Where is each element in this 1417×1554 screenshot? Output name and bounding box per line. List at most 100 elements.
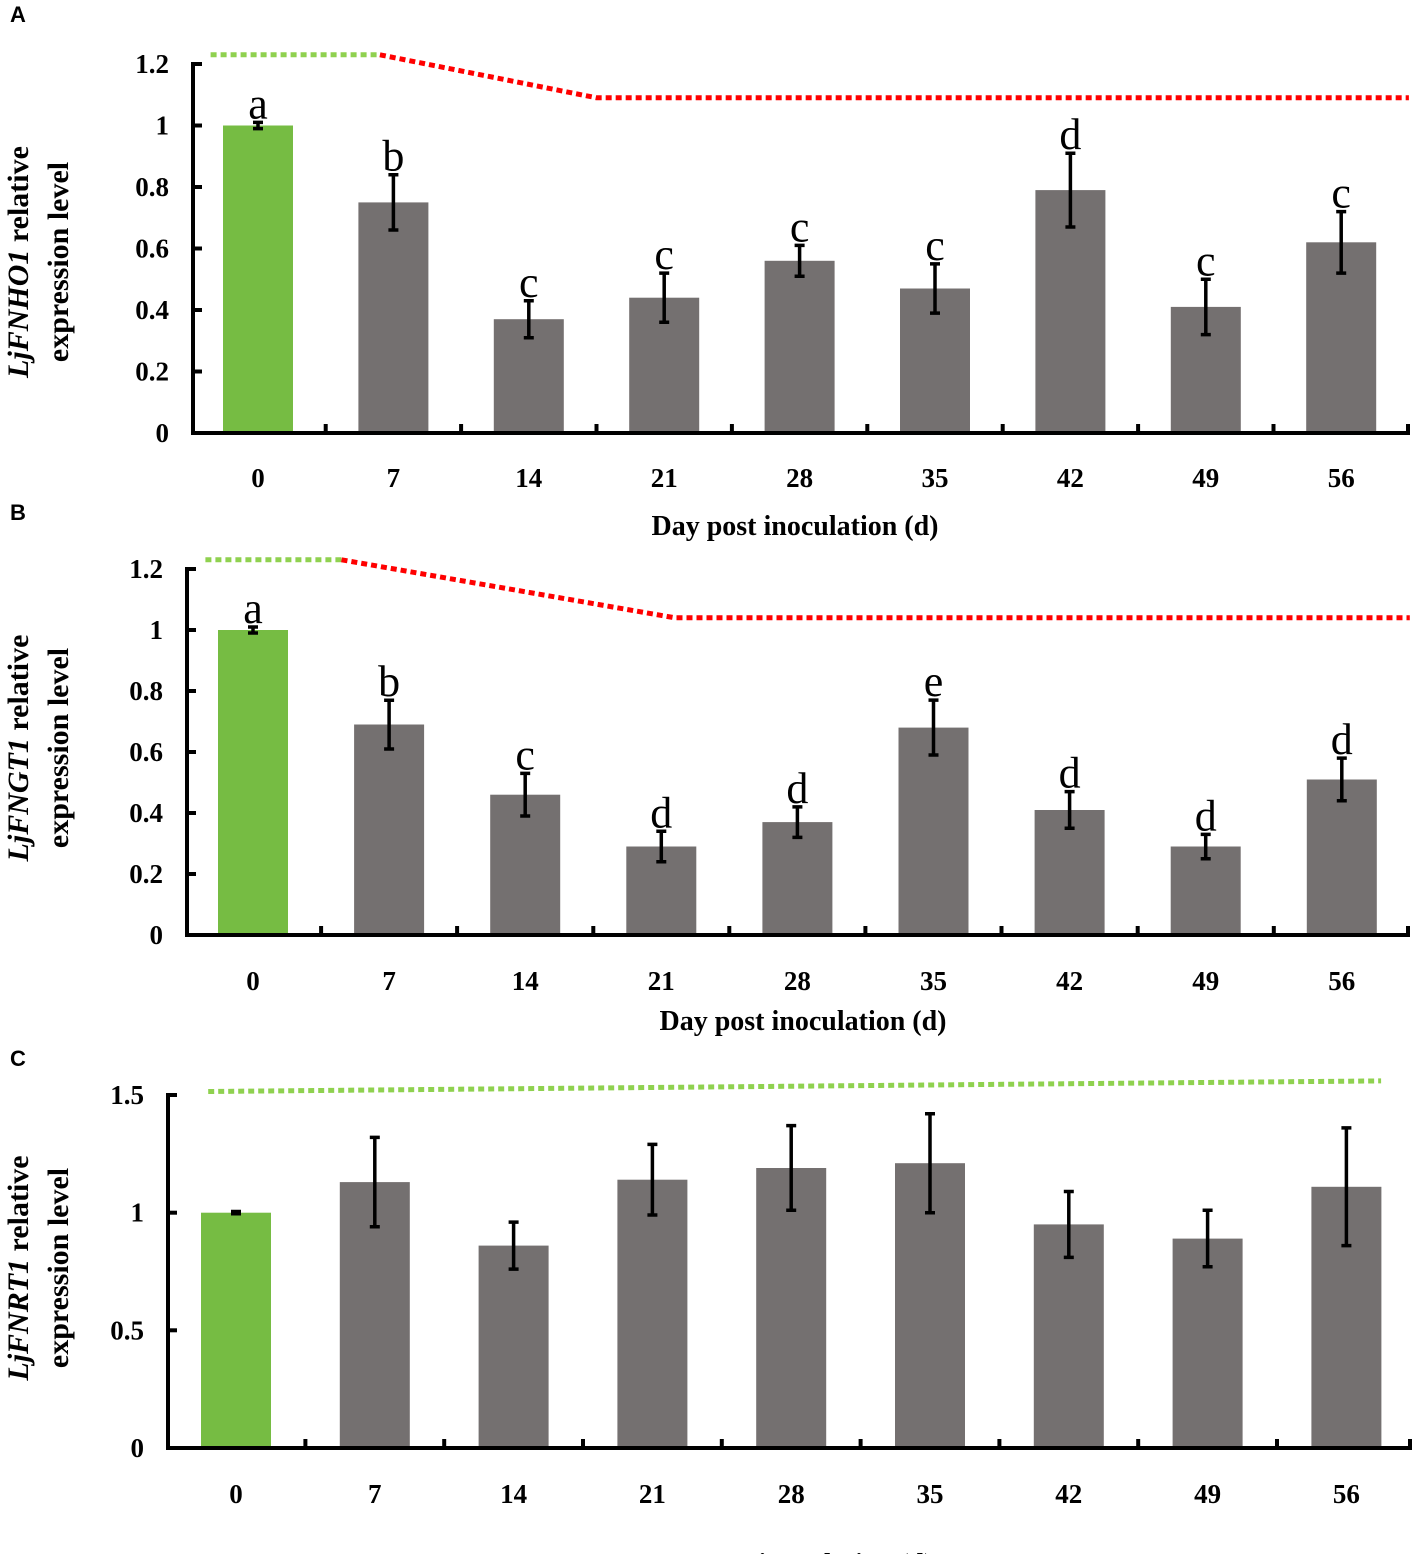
bar-b-42 — [1034, 810, 1105, 935]
bar-c-42 — [1033, 1224, 1104, 1448]
x-tick-label-c-42: 42 — [1055, 1479, 1082, 1509]
y-axis-title-line2-a: expression level — [42, 162, 75, 362]
x-tick-label-b-49: 49 — [1192, 966, 1219, 996]
x-tick-label-b-35: 35 — [920, 966, 947, 996]
bar-c-21 — [617, 1179, 688, 1448]
panel-letter-b: B — [10, 500, 26, 525]
y-tick-label-a-3: 0.6 — [135, 234, 169, 264]
significance-letter-b-0: a — [243, 584, 263, 633]
y-axis-title-line2-b: expression level — [42, 648, 75, 848]
y-axis-title-rest-a: relative — [2, 146, 35, 250]
bar-a-28 — [764, 260, 835, 433]
significance-letter-b-7: b — [378, 657, 400, 706]
bar-b-49 — [1170, 846, 1241, 935]
error-bar-a-28 — [794, 243, 805, 278]
significance-letter-a-7: b — [382, 132, 404, 181]
x-tick-label-a-0: 0 — [251, 463, 265, 493]
significance-letter-b-28: d — [786, 764, 808, 813]
y-axis-gene-name-b: LjFNGT1 — [2, 738, 35, 862]
error-bar-a-0 — [253, 120, 263, 131]
x-tick-label-c-35: 35 — [917, 1479, 944, 1509]
y-tick-label-c-0: 0 — [131, 1433, 145, 1463]
error-bar-b-0 — [248, 625, 258, 635]
panel-letter-c: C — [10, 1046, 26, 1071]
trend-line-green-c-0 — [208, 1078, 1382, 1094]
y-tick-label-b-6: 1.2 — [129, 554, 163, 584]
x-axis-title-b: Day post inoculation (d) — [659, 1006, 946, 1037]
x-tick-label-b-42: 42 — [1056, 966, 1083, 996]
error-bar-a-14 — [523, 299, 534, 340]
error-bar-b-42 — [1064, 789, 1075, 831]
error-bar-c-56 — [1341, 1126, 1352, 1248]
x-tick-label-a-21: 21 — [651, 463, 678, 493]
x-tick-label-b-21: 21 — [648, 966, 675, 996]
x-tick-label-a-14: 14 — [515, 463, 542, 493]
error-bar-b-49 — [1200, 832, 1211, 861]
x-tick-label-c-21: 21 — [639, 1479, 666, 1509]
error-bar-c-42 — [1063, 1189, 1074, 1260]
y-tick-label-a-6: 1.2 — [135, 49, 169, 79]
x-tick-label-c-28: 28 — [778, 1479, 805, 1509]
bar-c-14 — [478, 1245, 549, 1448]
significance-letter-a-14: c — [519, 258, 539, 307]
bar-b-14 — [490, 794, 561, 935]
x-tick-label-b-28: 28 — [784, 966, 811, 996]
y-tick-label-a-1: 0.2 — [135, 357, 169, 387]
x-tick-label-b-0: 0 — [246, 966, 260, 996]
trend-line-red-a-1 — [379, 52, 1409, 101]
x-tick-label-a-7: 7 — [387, 463, 401, 493]
x-tick-label-c-7: 7 — [368, 1479, 382, 1509]
x-tick-label-a-49: 49 — [1192, 463, 1219, 493]
y-tick-label-c-3: 1.5 — [110, 1080, 144, 1110]
error-bar-a-56 — [1336, 209, 1347, 275]
bar-a-0 — [223, 125, 293, 433]
error-bar-a-49 — [1200, 277, 1211, 337]
error-bar-b-21 — [656, 829, 667, 864]
x-tick-label-b-14: 14 — [512, 966, 539, 996]
y-tick-label-b-0: 0 — [150, 920, 164, 950]
error-bar-c-14 — [508, 1220, 519, 1271]
error-bar-a-7 — [388, 172, 399, 232]
y-axis-title-line1-c: LjFNRT1 relative — [2, 1155, 35, 1381]
y-tick-label-c-2: 1 — [131, 1198, 145, 1228]
y-axis-title-line2-c: expression level — [42, 1168, 75, 1368]
x-tick-label-a-42: 42 — [1057, 463, 1084, 493]
significance-letter-b-35: e — [924, 657, 944, 706]
y-axis-title-rest-b: relative — [2, 635, 35, 739]
significance-letter-b-42: d — [1059, 749, 1081, 798]
error-bar-a-42 — [1065, 151, 1076, 229]
error-bar-c-21 — [647, 1142, 658, 1217]
error-bar-a-35 — [930, 262, 940, 315]
y-axis-gene-name-c: LjFNRT1 — [2, 1259, 35, 1382]
significance-letter-a-0: a — [248, 79, 268, 128]
y-axis-title-line1-b: LjFNGT1 relative — [2, 635, 35, 863]
y-tick-label-b-2: 0.4 — [129, 798, 163, 828]
error-bar-b-28 — [792, 805, 803, 840]
bar-a-42 — [1035, 190, 1106, 433]
bar-b-56 — [1306, 779, 1377, 935]
x-axis-title-a: Day post inoculation (d) — [651, 511, 938, 542]
bar-c-0 — [201, 1212, 271, 1448]
bar-b-28 — [762, 822, 833, 935]
y-tick-label-b-4: 0.8 — [129, 676, 163, 706]
error-bar-c-35 — [925, 1112, 935, 1215]
y-tick-label-a-0: 0 — [156, 418, 170, 448]
x-tick-label-c-14: 14 — [500, 1479, 527, 1509]
bar-c-28 — [756, 1168, 827, 1448]
error-bar-c-49 — [1202, 1208, 1213, 1269]
bar-b-35 — [898, 727, 969, 935]
significance-letter-b-21: d — [650, 788, 672, 837]
error-bar-b-7 — [384, 698, 395, 751]
error-bar-c-7 — [369, 1135, 380, 1229]
y-tick-label-a-2: 0.4 — [135, 295, 169, 325]
significance-letter-a-21: c — [654, 230, 674, 279]
trend-line-red-b-1 — [341, 557, 1410, 621]
bar-b-0 — [218, 630, 288, 935]
x-tick-label-b-7: 7 — [382, 966, 396, 996]
x-tick-label-a-35: 35 — [922, 463, 949, 493]
significance-letter-a-56: c — [1331, 169, 1351, 218]
significance-letter-b-14: c — [515, 730, 535, 779]
significance-letter-a-28: c — [790, 202, 810, 251]
x-tick-label-c-49: 49 — [1194, 1479, 1221, 1509]
